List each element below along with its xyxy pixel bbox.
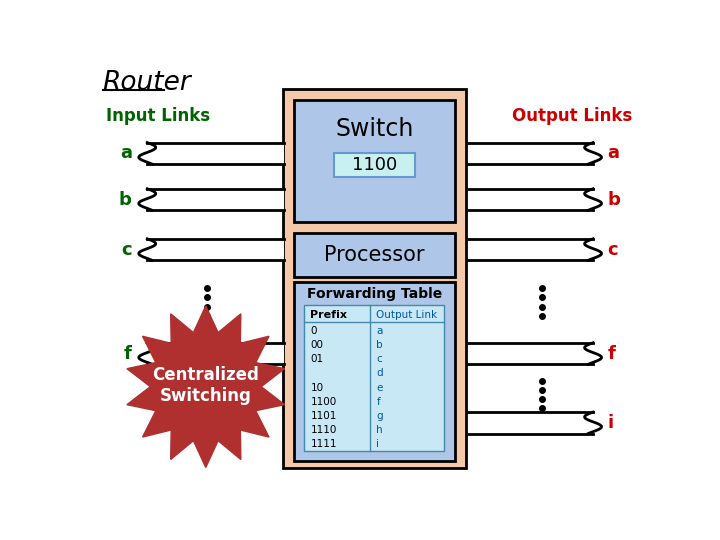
FancyBboxPatch shape (294, 282, 455, 461)
Bar (467, 412, 593, 434)
Text: c: c (121, 241, 132, 259)
Text: Switch: Switch (336, 118, 413, 141)
Text: i: i (608, 414, 614, 432)
Text: c: c (377, 354, 382, 364)
Text: b: b (377, 340, 383, 350)
Text: 1100: 1100 (310, 397, 337, 407)
Text: Forwarding Table: Forwarding Table (307, 287, 442, 301)
Text: 1110: 1110 (310, 426, 337, 435)
Bar (467, 189, 593, 210)
Text: f: f (124, 345, 132, 362)
Bar (148, 343, 284, 364)
Text: g: g (377, 411, 383, 421)
Bar (467, 239, 593, 260)
FancyBboxPatch shape (294, 233, 455, 278)
Bar (148, 239, 284, 260)
Text: d: d (377, 368, 383, 379)
Text: Router: Router (102, 70, 192, 96)
Text: a: a (608, 144, 620, 163)
Text: e: e (377, 383, 383, 393)
Text: b: b (608, 191, 621, 208)
Text: b: b (119, 191, 132, 208)
Text: 0: 0 (310, 326, 317, 336)
Text: c: c (608, 241, 618, 259)
Bar (467, 343, 593, 364)
Text: f: f (608, 345, 616, 362)
Text: 1101: 1101 (310, 411, 337, 421)
Text: h: h (377, 426, 383, 435)
Text: i: i (377, 440, 379, 449)
Text: a: a (377, 326, 383, 336)
FancyBboxPatch shape (333, 153, 415, 177)
Bar (148, 189, 284, 210)
Bar (467, 143, 593, 164)
Text: Input Links: Input Links (106, 106, 210, 125)
Polygon shape (127, 306, 284, 468)
Text: Centralized
Switching: Centralized Switching (153, 366, 259, 404)
Text: 10: 10 (310, 383, 323, 393)
Text: f: f (377, 397, 380, 407)
FancyBboxPatch shape (294, 100, 455, 222)
Bar (148, 143, 284, 164)
Text: 00: 00 (310, 340, 323, 350)
Text: Prefix: Prefix (310, 310, 348, 320)
Text: 1111: 1111 (310, 440, 337, 449)
FancyBboxPatch shape (283, 90, 466, 468)
Text: Output Links: Output Links (512, 106, 632, 125)
Text: a: a (120, 144, 132, 163)
FancyBboxPatch shape (305, 305, 444, 451)
Text: 1100: 1100 (352, 156, 397, 174)
Text: Processor: Processor (324, 245, 425, 265)
Text: 01: 01 (310, 354, 323, 364)
Text: Output Link: Output Link (377, 310, 438, 320)
